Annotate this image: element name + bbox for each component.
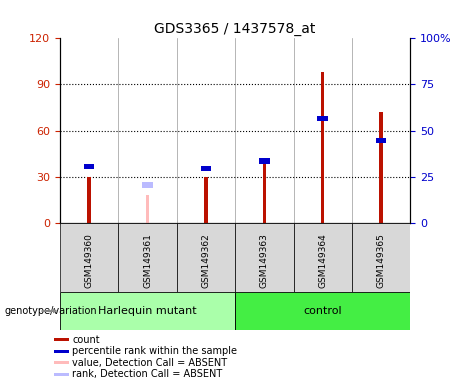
Text: percentile rank within the sample: percentile rank within the sample bbox=[72, 346, 237, 356]
Bar bbox=[54, 338, 69, 341]
Bar bbox=[379, 112, 383, 223]
Bar bbox=[294, 223, 352, 292]
Bar bbox=[352, 223, 410, 292]
Bar bbox=[146, 195, 149, 223]
Text: genotype/variation: genotype/variation bbox=[5, 306, 97, 316]
Bar bbox=[54, 373, 69, 376]
Bar bbox=[177, 223, 235, 292]
Text: GSM149361: GSM149361 bbox=[143, 233, 152, 288]
Bar bbox=[118, 223, 177, 292]
Bar bbox=[142, 182, 153, 187]
Text: GSM149363: GSM149363 bbox=[260, 233, 269, 288]
Bar bbox=[259, 158, 270, 223]
Text: GSM149360: GSM149360 bbox=[85, 233, 94, 288]
Bar bbox=[201, 166, 211, 223]
Bar bbox=[376, 138, 386, 223]
Bar bbox=[259, 158, 270, 164]
Title: GDS3365 / 1437578_at: GDS3365 / 1437578_at bbox=[154, 22, 316, 36]
Text: control: control bbox=[303, 306, 342, 316]
Bar bbox=[235, 223, 294, 292]
Bar bbox=[318, 116, 328, 223]
Bar bbox=[54, 350, 69, 353]
Text: GSM149364: GSM149364 bbox=[318, 233, 327, 288]
Bar bbox=[60, 292, 235, 330]
Bar bbox=[235, 292, 410, 330]
Bar bbox=[263, 164, 266, 223]
Bar bbox=[54, 361, 69, 364]
Bar bbox=[201, 166, 211, 171]
Text: count: count bbox=[72, 335, 100, 345]
Text: GSM149365: GSM149365 bbox=[377, 233, 385, 288]
Bar bbox=[318, 116, 328, 121]
Bar bbox=[321, 72, 325, 223]
Bar bbox=[376, 138, 386, 143]
Bar bbox=[84, 164, 95, 223]
Text: rank, Detection Call = ABSENT: rank, Detection Call = ABSENT bbox=[72, 369, 223, 379]
Bar bbox=[84, 164, 95, 169]
Text: GSM149362: GSM149362 bbox=[201, 233, 210, 288]
Text: value, Detection Call = ABSENT: value, Detection Call = ABSENT bbox=[72, 358, 228, 368]
Bar bbox=[60, 223, 118, 292]
Text: Harlequin mutant: Harlequin mutant bbox=[98, 306, 197, 316]
Bar bbox=[204, 177, 207, 223]
Bar bbox=[88, 177, 91, 223]
